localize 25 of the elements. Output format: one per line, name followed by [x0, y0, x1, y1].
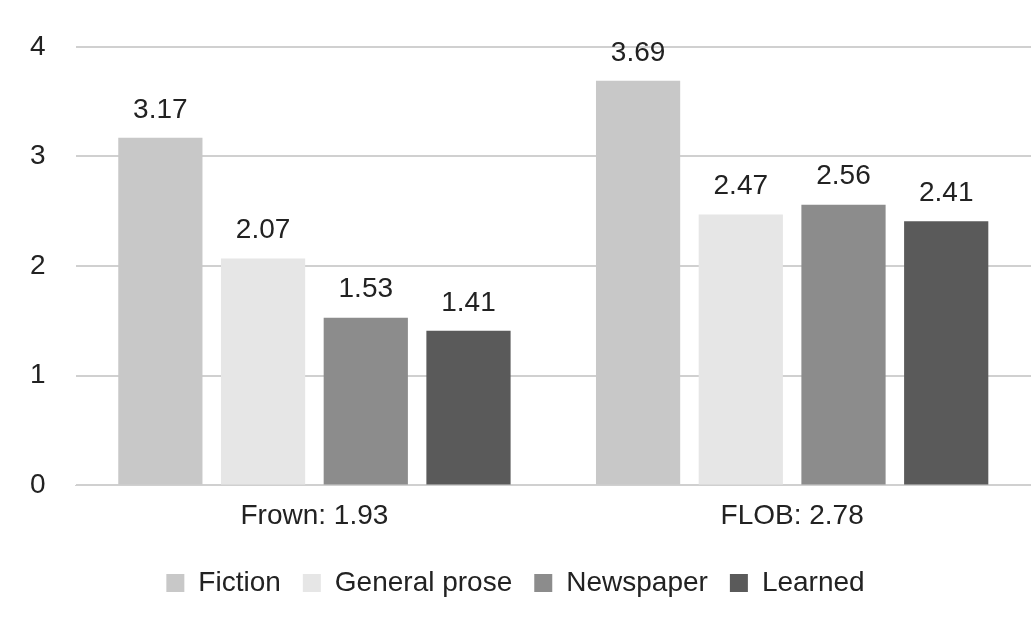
bar	[904, 221, 989, 485]
data-label: 2.41	[918, 175, 974, 207]
data-label: 2.47	[713, 169, 769, 201]
y-tick-label: 0	[29, 468, 46, 500]
data-label: 2.07	[235, 213, 291, 245]
legend-label: Learned	[761, 565, 865, 597]
legend-label: Fiction	[198, 565, 281, 597]
x-tick-label: FLOB: 2.78	[720, 498, 864, 530]
x-tick-label: Frown: 1.93	[240, 498, 389, 530]
bar	[323, 317, 408, 485]
legend-label: Newspaper	[566, 565, 708, 597]
bar	[698, 214, 783, 485]
data-label: 2.56	[816, 159, 871, 191]
data-label: 1.41	[441, 285, 496, 317]
y-tick-label: 1	[29, 358, 46, 390]
y-tick-label: 3	[29, 139, 46, 171]
legend-label: General prose	[334, 565, 513, 597]
data-label: 3.17	[133, 92, 188, 124]
bar	[801, 204, 886, 485]
y-tick-label: 4	[29, 29, 46, 61]
y-tick-label: 2	[29, 248, 46, 280]
bar	[426, 330, 511, 485]
bar	[220, 258, 306, 485]
data-label: 1.53	[338, 272, 394, 304]
data-label: 3.69	[610, 35, 666, 67]
